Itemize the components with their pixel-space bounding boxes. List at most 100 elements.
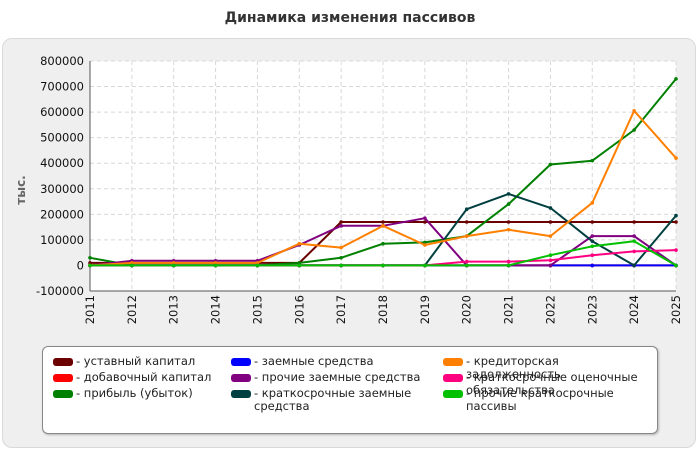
data-point [423, 240, 427, 245]
y-tick-label: 200000 [40, 207, 84, 221]
data-point [548, 258, 553, 263]
data-point [548, 234, 553, 238]
legend-label: - добавочный капитал [76, 370, 212, 384]
data-point [548, 220, 553, 224]
data-point [590, 263, 595, 268]
data-point [674, 156, 678, 160]
data-point [381, 220, 385, 224]
legend-label: - прочие заемные средства [254, 370, 421, 384]
x-tick-label: 2016 [292, 295, 306, 324]
data-point [213, 261, 218, 265]
legend-label: - прибыль (убыток) [76, 386, 193, 400]
y-tick-label: 700000 [40, 80, 84, 94]
x-tick-label: 2015 [250, 295, 264, 324]
data-point [213, 263, 218, 268]
y-tick-label: 300000 [40, 182, 84, 196]
x-tick-label: 2013 [167, 295, 181, 324]
data-point [506, 202, 511, 206]
data-point [674, 77, 678, 81]
data-point [88, 255, 92, 260]
y-tick-label: 600000 [40, 105, 84, 119]
data-point [590, 253, 595, 258]
legend-swatch [53, 390, 73, 398]
data-point [423, 220, 427, 224]
x-tick-label: 2017 [334, 295, 348, 324]
data-point [590, 220, 595, 224]
data-point [590, 244, 595, 249]
data-point [339, 255, 343, 260]
data-point [632, 239, 636, 243]
data-point [381, 241, 385, 246]
legend-item: - краткосрочные оценочные обязательства [443, 371, 653, 397]
y-axis-ticks: -100000 0 100000 200000 300000 400000 500000 60… [36, 54, 84, 298]
x-tick-label: 2018 [376, 295, 390, 324]
y-tick-label: 100000 [40, 233, 84, 247]
data-point [381, 263, 385, 268]
data-point [297, 241, 302, 246]
data-point [464, 207, 469, 212]
legend-swatch [231, 390, 251, 398]
legend-label: - заемные средства [254, 354, 374, 368]
legend-item: - прочие краткосрочные пассивы [443, 387, 653, 413]
data-point [130, 263, 134, 268]
data-point [88, 263, 92, 268]
chart-legend: - уставный капитал - добавочный капитал - … [42, 346, 658, 434]
data-point [171, 263, 176, 268]
legend-label: - кредиторская задолженность [466, 354, 561, 381]
legend-item: - краткосрочные заемные средства [231, 387, 431, 413]
x-tick-label: 2025 [669, 295, 683, 324]
data-point [255, 261, 260, 265]
x-tick-label: 2023 [585, 295, 599, 324]
data-point [632, 109, 636, 113]
data-point [464, 259, 469, 264]
y-tick-label: 400000 [40, 156, 84, 170]
legend-swatch [231, 358, 251, 366]
data-point [674, 220, 678, 224]
legend-label: - прочие краткосрочные пассивы [466, 386, 614, 413]
data-point [381, 224, 385, 228]
data-point [506, 263, 511, 268]
data-point [506, 259, 511, 264]
legend-item: - добавочный капитал [53, 371, 253, 384]
data-point [590, 239, 595, 243]
data-point [171, 261, 176, 265]
data-point [464, 234, 469, 238]
data-point [590, 158, 595, 163]
data-point [464, 263, 469, 268]
y-tick-label: -100000 [36, 284, 84, 298]
data-point [130, 261, 134, 265]
data-point [674, 263, 678, 268]
legend-swatch [443, 390, 463, 398]
data-point [548, 206, 553, 210]
x-tick-label: 2014 [209, 295, 223, 324]
data-point [632, 249, 636, 254]
data-point [506, 192, 511, 196]
x-tick-label: 2011 [83, 295, 97, 324]
x-tick-label: 2012 [125, 295, 139, 324]
data-point [339, 220, 343, 224]
x-axis-ticks: 2011 2012 2013 2014 2015 2016 2017 2018 2019 2020… [83, 295, 683, 324]
data-point [674, 213, 678, 218]
data-point [632, 234, 636, 238]
data-point [423, 243, 427, 247]
x-tick-label: 2019 [418, 295, 432, 324]
x-tick-label: 2024 [627, 295, 641, 324]
legend-label: - краткосрочные заемные средства [254, 386, 412, 413]
data-point [339, 263, 343, 268]
data-point [632, 263, 636, 268]
chart-title: Динамика изменения пассивов [224, 10, 476, 26]
data-point [423, 216, 427, 220]
data-point [255, 263, 260, 268]
x-tick-label: 2022 [543, 295, 557, 324]
series-lines [88, 77, 678, 268]
data-point [632, 128, 636, 132]
y-axis-label: тыс. [14, 175, 28, 204]
legend-item: - прочие заемные средства [231, 371, 431, 384]
data-point [339, 245, 343, 250]
data-point [88, 261, 92, 265]
data-point [590, 234, 595, 238]
legend-swatch [443, 374, 463, 382]
data-point [506, 227, 511, 232]
y-tick-label: 0 [77, 258, 84, 272]
